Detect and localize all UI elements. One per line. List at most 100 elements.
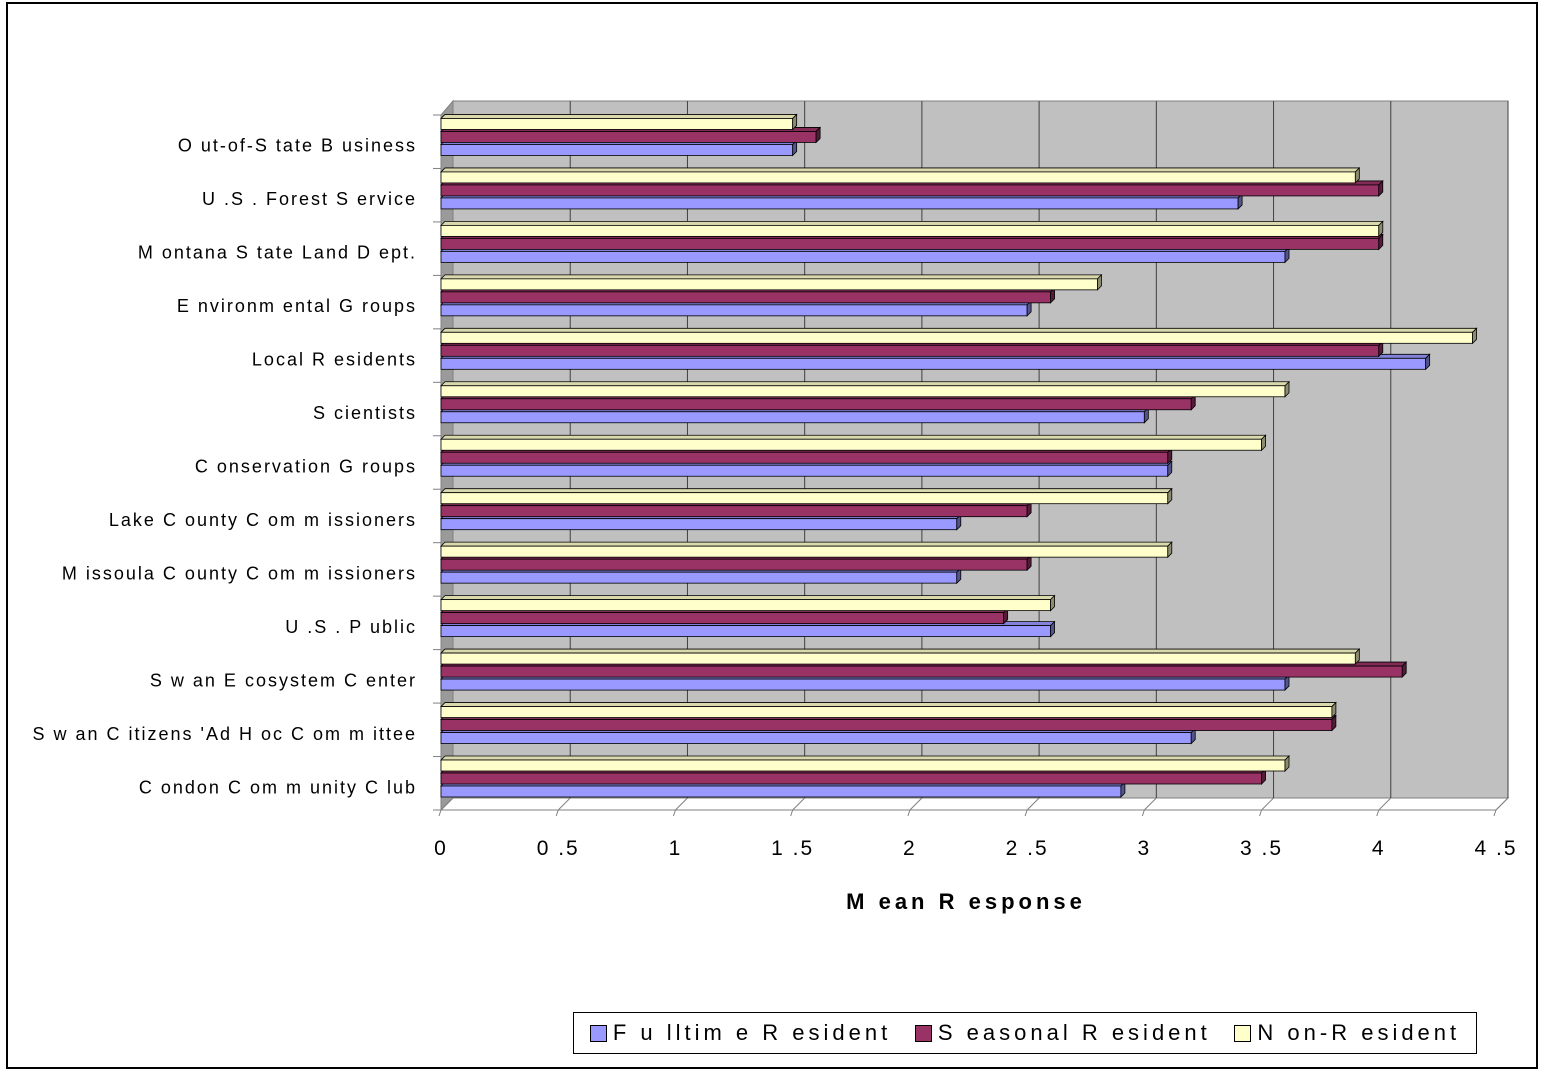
bar-nonresident	[440, 759, 1286, 772]
bar-top-nonresident	[440, 327, 1478, 333]
bar-seasonal	[440, 772, 1262, 785]
floor-gridline	[1495, 797, 1509, 811]
bar-fulltime	[440, 571, 958, 584]
bar-top-nonresident	[440, 167, 1361, 173]
x-tick-mark	[790, 809, 794, 817]
bar-side-nonresident	[1167, 541, 1173, 559]
bar-nonresident	[440, 438, 1262, 451]
bar-fulltime	[440, 678, 1286, 691]
bar-top-nonresident	[440, 755, 1290, 761]
legend: F u lltim e R esident S easonal R esiden…	[573, 1012, 1477, 1054]
x-axis-title: M ean R esponse	[846, 889, 1086, 914]
x-tick-labels: 0 0 .5 1 1 .5 2 2 .5 3 3 .5 4 4 .5	[434, 837, 1517, 860]
floor	[439, 797, 1510, 811]
legend-label-seasonal: S easonal R esident	[937, 1020, 1211, 1045]
x-tick-label: 0	[434, 837, 448, 860]
bar-seasonal	[440, 237, 1380, 250]
bar-top-nonresident	[440, 702, 1337, 707]
legend-swatch-fulltime	[589, 1024, 607, 1042]
x-tick-mark	[1259, 809, 1263, 817]
x-tick-label: 4	[1372, 837, 1386, 860]
bar-seasonal	[440, 184, 1380, 197]
category-label: S w an C itizens 'Ad H oc C om m ittee	[32, 724, 417, 744]
bar-seasonal	[440, 665, 1403, 678]
x-tick-label: 1 .5	[771, 837, 814, 860]
floor-gridline	[1378, 797, 1392, 811]
bars	[440, 113, 1478, 798]
bar-side-fulltime	[1050, 620, 1055, 638]
bar-side-fulltime	[1167, 460, 1173, 478]
x-tick-label: 3	[1137, 837, 1151, 860]
x-tick-label: 1	[669, 837, 683, 860]
floor-gridline	[1143, 797, 1157, 811]
category-label: M ontana S tate Land D ept.	[138, 243, 417, 263]
bar-top-nonresident	[440, 114, 798, 119]
x-tick-label: 3 .5	[1240, 837, 1283, 860]
bar-side-nonresident	[792, 113, 798, 131]
legend-item-nonresident: N on-R esident	[1234, 1020, 1460, 1046]
bar-fulltime	[440, 144, 794, 156]
bar-nonresident	[440, 278, 1098, 291]
category-label: S w an E cosystem C enter	[150, 670, 417, 690]
bar-fulltime	[440, 732, 1192, 744]
bar-nonresident	[440, 171, 1356, 184]
bar-side-seasonal	[1401, 661, 1407, 679]
x-tick-mark	[555, 809, 559, 817]
legend-item-seasonal: S easonal R esident	[914, 1020, 1211, 1046]
category-label: U .S . Forest S ervice	[202, 189, 417, 209]
bar-seasonal	[440, 451, 1169, 464]
category-label: C onservation G roups	[195, 457, 417, 477]
bar-side-nonresident	[1261, 434, 1266, 452]
bar-seasonal	[440, 291, 1051, 304]
bar-top-nonresident	[440, 488, 1173, 494]
floor-gridline	[1026, 797, 1040, 811]
bar-seasonal	[440, 719, 1333, 731]
legend-swatch-nonresident	[1234, 1024, 1252, 1042]
bar-fulltime	[440, 250, 1286, 263]
bar-top-nonresident	[440, 381, 1290, 387]
bar-side-nonresident	[1050, 594, 1055, 612]
bar-side-nonresident	[1097, 273, 1102, 291]
bar-nonresident	[440, 118, 794, 130]
bar-side-nonresident	[1284, 755, 1290, 772]
floor-gridline	[792, 797, 806, 811]
x-tick-label: 4 .5	[1474, 837, 1517, 860]
bar-fulltime	[440, 357, 1427, 370]
category-label: U .S . P ublic	[285, 617, 417, 637]
bar-top-nonresident	[440, 220, 1384, 226]
bar-top-nonresident	[440, 595, 1056, 601]
bar-side-nonresident	[1354, 166, 1360, 184]
legend-item-fulltime: F u lltim e R esident	[589, 1020, 891, 1046]
bar-side-nonresident	[1378, 220, 1384, 238]
bar-top-nonresident	[440, 648, 1361, 654]
category-labels: C ondon C om m unity C lub S w an C itize…	[32, 136, 417, 798]
x-tick-mark	[1024, 809, 1028, 817]
bar-seasonal	[440, 344, 1380, 357]
bar-seasonal	[440, 398, 1192, 411]
bar-fulltime	[440, 785, 1122, 798]
floor-gridline	[909, 797, 923, 811]
x-tick-mark	[672, 809, 676, 817]
legend-swatch-seasonal	[914, 1024, 932, 1042]
bar-fulltime	[440, 197, 1239, 210]
bar-fulltime	[440, 411, 1145, 424]
bar-side-seasonal	[1378, 233, 1384, 251]
bar-nonresident	[440, 492, 1169, 505]
bar-top-nonresident	[440, 274, 1103, 280]
category-label: Local R esidents	[252, 350, 417, 370]
floor-gridline	[675, 797, 688, 811]
bar-fulltime	[440, 464, 1169, 477]
bar-nonresident	[440, 652, 1356, 665]
x-tick-mark	[1141, 809, 1145, 817]
bar-side-nonresident	[1472, 327, 1477, 345]
bar-nonresident	[440, 385, 1286, 398]
category-label: C ondon C om m unity C lub	[139, 777, 417, 797]
bar-seasonal	[440, 558, 1028, 571]
bar-nonresident	[440, 545, 1169, 558]
x-tick-label: 0 .5	[537, 837, 580, 860]
category-label: O ut-of-S tate B usiness	[178, 136, 417, 156]
x-tick-mark	[1376, 809, 1380, 817]
bar-seasonal	[440, 612, 1005, 625]
bar-fulltime	[440, 304, 1028, 317]
bar-nonresident	[440, 331, 1473, 344]
